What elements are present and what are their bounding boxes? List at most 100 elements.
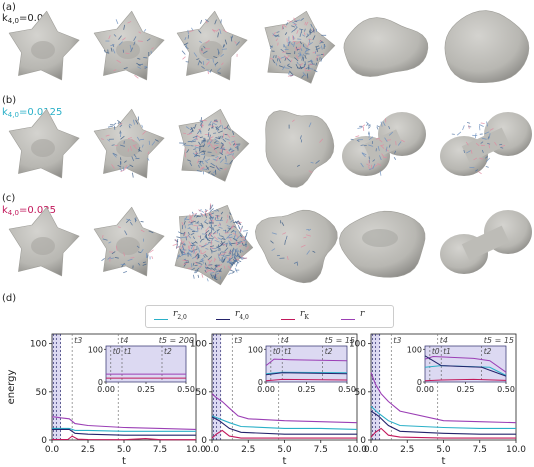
time-label-t3: t3 — [74, 336, 82, 345]
flow-arrow — [135, 119, 139, 125]
y-tick-label: 0 — [201, 436, 207, 446]
flow-arrow — [209, 120, 212, 125]
flow-arrow — [197, 226, 199, 232]
flow-arrow — [295, 41, 301, 45]
flow-arrow — [237, 224, 240, 229]
flow-arrow — [222, 138, 227, 143]
flow-arrow — [467, 122, 471, 124]
flow-arrow — [190, 213, 194, 219]
flow-arrow — [191, 249, 195, 253]
flow-arrow — [143, 65, 147, 68]
flow-arrow — [201, 245, 206, 248]
legend-r40-name: r — [235, 309, 240, 319]
flow-arrow — [192, 262, 195, 266]
flow-arrow — [124, 230, 128, 236]
flow-arrow — [113, 69, 117, 72]
flow-arrow — [218, 263, 223, 267]
flow-arrow — [123, 67, 128, 70]
flow-arrow — [233, 253, 238, 258]
flow-arrow — [315, 62, 318, 66]
flow-arrow — [388, 131, 394, 136]
flow-arrow — [204, 262, 207, 266]
flow-arrow — [229, 255, 232, 259]
flow-arrow — [103, 49, 106, 53]
flow-arrow — [180, 239, 183, 244]
flow-arrow — [215, 156, 220, 162]
flow-arrow — [229, 234, 233, 236]
inset-time-label: t1 — [284, 347, 292, 356]
flow-arrow — [186, 132, 192, 136]
flow-arrow — [204, 270, 209, 273]
flow-arrow — [203, 137, 205, 142]
flow-arrow — [220, 142, 225, 146]
flow-arrow — [198, 30, 202, 34]
flow-arrow — [315, 55, 319, 61]
flow-arrow — [236, 242, 240, 246]
flow-arrow — [198, 128, 202, 131]
row-c-k-label: k4,0=0.025 — [2, 205, 56, 217]
flow-arrow — [219, 158, 224, 163]
flow-arrow — [193, 52, 198, 57]
shape-dimple — [199, 41, 223, 59]
y-axis-label: energy — [6, 369, 17, 404]
series-line-r — [370, 372, 517, 424]
flow-arrow — [218, 156, 222, 160]
flow-arrow — [226, 229, 230, 233]
flow-arrow — [224, 39, 228, 45]
flow-arrow — [307, 42, 310, 48]
flow-arrow — [241, 225, 243, 229]
flow-arrow — [368, 131, 370, 135]
inset-series-line-r40 — [424, 355, 507, 377]
flow-arrow — [217, 215, 221, 218]
inset-series-line-rK — [424, 378, 507, 382]
flow-arrow — [207, 232, 211, 236]
flow-arrow — [196, 58, 200, 61]
legend-r-name: r — [360, 309, 365, 319]
flow-arrow — [121, 262, 125, 268]
flow-arrow — [204, 137, 207, 142]
flow-arrow — [110, 44, 115, 47]
flow-arrow — [123, 24, 126, 30]
flow-arrow — [131, 138, 135, 143]
series-line-r40 — [370, 410, 516, 435]
flow-arrow — [102, 238, 108, 241]
flow-arrow — [134, 74, 139, 79]
flow-arrow — [215, 272, 219, 275]
x-tick-label: 5.0 — [277, 445, 292, 455]
flow-arrow — [295, 47, 300, 50]
flow-arrow — [224, 137, 230, 141]
flow-arrow — [295, 55, 299, 60]
flow-arrow — [117, 226, 121, 228]
flow-arrow — [305, 234, 312, 237]
flow-arrow — [112, 48, 116, 54]
flow-arrow — [188, 231, 190, 236]
flow-arrow — [133, 41, 136, 46]
flow-arrow — [177, 254, 180, 260]
flow-arrow — [109, 257, 115, 260]
flow-arrow — [200, 117, 203, 123]
flow-arrow — [187, 227, 191, 230]
flow-arrow — [478, 171, 482, 175]
flow-arrow — [275, 62, 278, 66]
flow-arrow — [129, 221, 133, 226]
flow-arrow — [368, 136, 374, 141]
flow-arrow — [283, 55, 288, 59]
flow-arrow — [226, 133, 231, 139]
flow-arrow — [215, 150, 218, 154]
flow-arrow — [305, 21, 309, 26]
flow-arrow — [146, 254, 149, 258]
flow-arrow — [199, 147, 201, 152]
flow-arrow — [221, 238, 226, 241]
flow-arrow — [221, 149, 224, 154]
legend-swatch-r40 — [216, 319, 230, 321]
flow-arrow — [239, 245, 243, 248]
flow-arrow — [184, 37, 187, 41]
flow-arrow — [198, 141, 201, 146]
flow-arrow — [147, 151, 150, 155]
inset-time-label: t1 — [124, 347, 132, 356]
time-label-t4: t4 — [281, 336, 289, 345]
inset-x-tick-label: 0.00 — [416, 385, 434, 394]
row-a-k-label: k4,0=0.0 — [2, 13, 43, 25]
flow-arrow — [190, 220, 196, 224]
flow-arrow — [132, 144, 137, 147]
